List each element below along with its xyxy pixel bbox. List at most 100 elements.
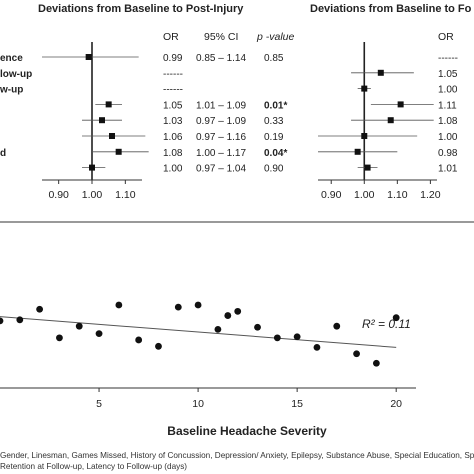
forest-left-ci-cell: 0.97 – 1.16 [196,132,246,143]
scatter-point [0,317,4,325]
forest-left-marks [42,42,149,180]
forest-right-point [377,69,384,76]
forest-left-or-cell: 1.08 [163,148,183,159]
forest-right-or-header: OR [438,31,454,43]
forest-left-table: 0.99 0.85 – 1.14 0.85 ------ ------ 1.05 1.01 … [163,53,287,175]
forest-right-or-cell: 1.05 [438,69,458,80]
forest-left-or-cell: 0.99 [163,53,183,64]
forest-right-or-cell: 1.00 [438,132,458,143]
forest-left-point [115,148,122,155]
scatter-tick-label: 10 [192,398,204,410]
forest-left-ci-cell: 0.85 – 1.14 [196,53,246,64]
scatter-ticks: 5 10 15 20 [96,388,402,410]
scatter-tick-label: 5 [96,398,102,410]
forest-left-or-cell: 1.05 [163,100,183,111]
forest-left-ci-cell: 1.00 – 1.17 [196,148,246,159]
forest-left-p-header: p -value [256,31,295,43]
scatter-point [214,325,222,333]
forest-left-or-cell: 1.06 [163,132,183,143]
forest-left-point [85,54,92,60]
forest-left-point [99,117,105,124]
forest-left-or-cell: 1.00 [163,164,183,175]
scatter-point [194,301,202,309]
scatter-point [174,303,182,311]
forest-right-or-cell: 1.00 [438,85,458,96]
forest-left-or-header: OR [163,31,179,43]
forest-left-p-cell: 0.85 [264,53,284,64]
forest-left-row-labels: ence low-up w-up d [0,53,32,159]
scatter-trend-line [0,316,397,348]
forest-right-point [364,164,371,171]
scatter-point [313,343,321,351]
scatter-point [234,307,242,315]
forest-right-point [361,85,368,92]
forest-right-point [354,148,361,155]
forest-right-point [361,133,368,139]
forest-left-p-cell: 0.90 [264,164,284,175]
scatter-point [273,334,281,342]
footnote-line-1: Gender, Linesman, Games Missed, History … [0,451,474,460]
forest-left-row-label: low-up [0,69,32,80]
scatter-point [224,312,232,319]
scatter-r2-annotation: R² = 0.11 [362,317,411,331]
scatter-x-axis-title: Baseline Headache Severity [167,424,327,438]
forest-right-tick-label: 1.10 [387,189,408,201]
forest-left-tick-label: 1.10 [115,189,136,201]
forest-left-or-cell: 1.03 [163,116,183,127]
scatter-point [372,359,380,367]
forest-left-row-label: d [0,148,6,159]
scatter-point [155,342,162,350]
scatter-point [95,330,103,337]
forest-left-or-cell: ------ [163,85,183,96]
forest-left-p-cell: 0.04* [264,148,287,159]
forest-right-point [387,117,394,124]
scatter-point [56,334,63,342]
forest-right-marks [318,42,434,180]
forest-left-point [105,101,112,108]
forest-left-or-cell: ------ [163,69,183,80]
forest-left-p-cell: 0.01* [264,100,287,111]
scatter-tick-label: 15 [291,398,303,410]
forest-left-ci-cell: 1.01 – 1.09 [196,100,246,111]
forest-left-title: Deviations from Baseline to Post-Injury [38,3,244,15]
scatter-point [333,322,341,330]
scatter-tick-label: 20 [390,398,402,410]
forest-left-ci-cell: 0.97 – 1.04 [196,164,246,175]
forest-left-p-cell: 0.33 [264,116,284,127]
forest-left-row-label: w-up [0,85,23,96]
forest-left-row-label: ence [0,53,23,64]
forest-right-point [397,101,404,108]
scatter-point [254,323,261,331]
forest-right-tick-label: 1.20 [420,189,441,201]
forest-right-tick-label: 1.00 [354,189,375,201]
forest-left-point [109,133,115,139]
forest-left-ci-header: 95% CI [204,31,238,43]
forest-right-table: ------ 1.05 1.00 1.11 1.08 1.00 0.98 1.01 [438,53,458,175]
scatter-point [293,333,301,341]
forest-right-or-cell: 1.01 [438,164,458,175]
scatter-point [16,316,24,324]
forest-right-or-cell: 0.98 [438,148,458,159]
forest-left-p-cell: 0.19 [264,132,284,143]
forest-right-or-cell: 1.08 [438,116,458,127]
scatter-points [0,301,400,367]
forest-right-or-cell: ------ [438,53,458,64]
forest-right-title: Deviations from Baseline to Fo [310,3,472,15]
forest-left-point [89,164,95,171]
forest-left-tick-label: 1.00 [82,189,103,201]
forest-left-ci-cell: 0.97 – 1.09 [196,116,246,127]
forest-right-ticks: 0.90 1.00 1.10 1.20 [321,180,441,201]
forest-right-or-cell: 1.11 [438,100,457,111]
forest-left-ticks: 0.90 1.00 1.10 [48,180,136,201]
forest-left-tick-label: 0.90 [48,189,69,201]
footnote-line-2: Retention at Follow-up, Latency to Follo… [0,462,187,471]
forest-right-tick-label: 0.90 [321,189,342,201]
scatter-point [115,301,123,309]
scatter-point [353,350,360,358]
scatter-point [75,322,83,330]
scatter-point [36,305,44,313]
scatter-point [135,336,143,344]
scatter-point [392,314,400,322]
